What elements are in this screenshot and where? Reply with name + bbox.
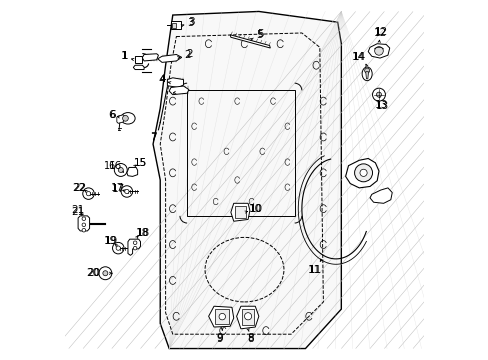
Polygon shape (169, 86, 188, 95)
Circle shape (133, 241, 137, 244)
Polygon shape (365, 72, 368, 79)
Text: 12: 12 (374, 27, 387, 37)
Text: 13: 13 (375, 101, 388, 111)
Bar (241, 309, 254, 325)
Circle shape (112, 242, 124, 254)
Bar (234, 206, 246, 218)
Polygon shape (78, 216, 89, 231)
Polygon shape (230, 35, 270, 48)
Text: 15: 15 (134, 158, 147, 168)
Polygon shape (158, 54, 182, 62)
Polygon shape (345, 158, 378, 188)
Text: 7: 7 (149, 133, 156, 143)
Text: 5: 5 (256, 30, 263, 40)
Polygon shape (126, 167, 137, 176)
Polygon shape (208, 306, 233, 327)
Text: 9: 9 (216, 333, 222, 343)
Text: 11: 11 (308, 265, 321, 275)
Text: 20: 20 (86, 268, 99, 278)
Bar (187, 90, 294, 216)
Circle shape (364, 68, 369, 73)
Text: 4: 4 (159, 74, 166, 84)
Text: 17: 17 (111, 183, 124, 193)
Text: 3: 3 (188, 17, 194, 27)
Circle shape (118, 167, 123, 172)
Text: 21: 21 (71, 206, 84, 216)
Text: 8: 8 (247, 333, 254, 343)
Text: 20: 20 (87, 268, 100, 278)
Circle shape (99, 267, 112, 280)
Text: 19: 19 (104, 236, 118, 246)
Text: 22: 22 (73, 183, 86, 193)
Ellipse shape (121, 113, 135, 124)
Text: 7: 7 (149, 132, 156, 142)
Circle shape (376, 92, 381, 97)
Circle shape (354, 164, 372, 182)
Text: 22: 22 (72, 183, 85, 193)
Circle shape (116, 246, 120, 250)
Text: 6: 6 (109, 111, 116, 121)
Bar (172, 23, 175, 28)
Circle shape (374, 46, 383, 55)
Text: 14: 14 (351, 51, 365, 62)
Text: 10: 10 (248, 204, 261, 214)
Text: 16: 16 (104, 161, 116, 171)
Text: 1: 1 (122, 51, 128, 61)
Text: 1: 1 (121, 51, 127, 61)
Polygon shape (135, 56, 142, 63)
Circle shape (219, 314, 225, 320)
Polygon shape (367, 44, 389, 58)
Text: 17: 17 (111, 184, 124, 194)
Text: 5: 5 (257, 29, 264, 39)
Text: 15: 15 (134, 158, 147, 168)
Polygon shape (236, 306, 258, 329)
Bar (171, 22, 181, 30)
Circle shape (102, 271, 108, 276)
Circle shape (114, 163, 127, 176)
Text: 18: 18 (135, 228, 149, 238)
Circle shape (82, 217, 85, 221)
Circle shape (133, 246, 137, 250)
Circle shape (244, 313, 251, 320)
Polygon shape (153, 12, 341, 348)
Text: 10: 10 (249, 204, 262, 215)
Text: 2: 2 (183, 50, 190, 60)
Polygon shape (369, 188, 391, 203)
Text: 18: 18 (136, 228, 149, 238)
Circle shape (82, 223, 85, 226)
Ellipse shape (362, 67, 371, 81)
Polygon shape (117, 115, 124, 123)
Polygon shape (133, 65, 144, 69)
Text: 2: 2 (186, 49, 193, 59)
Text: 8: 8 (247, 333, 253, 343)
Text: 4: 4 (159, 75, 165, 85)
Circle shape (86, 192, 90, 196)
Text: 16: 16 (108, 161, 122, 171)
Text: 11: 11 (307, 265, 321, 275)
Polygon shape (167, 78, 183, 87)
Circle shape (372, 88, 385, 101)
Text: 21: 21 (71, 207, 84, 217)
Text: 13: 13 (374, 100, 387, 111)
Polygon shape (128, 239, 140, 255)
Text: 9: 9 (216, 333, 222, 343)
Text: 6: 6 (108, 110, 115, 120)
Circle shape (122, 116, 128, 121)
Text: 3: 3 (187, 18, 194, 28)
Circle shape (359, 169, 366, 176)
Circle shape (82, 188, 94, 199)
Circle shape (82, 228, 85, 232)
Polygon shape (142, 54, 158, 61)
Circle shape (124, 189, 129, 194)
Bar (215, 309, 229, 324)
Circle shape (121, 186, 132, 197)
Text: 14: 14 (352, 52, 365, 62)
Text: 19: 19 (103, 236, 117, 246)
Text: 12: 12 (373, 28, 386, 38)
Polygon shape (230, 203, 249, 221)
